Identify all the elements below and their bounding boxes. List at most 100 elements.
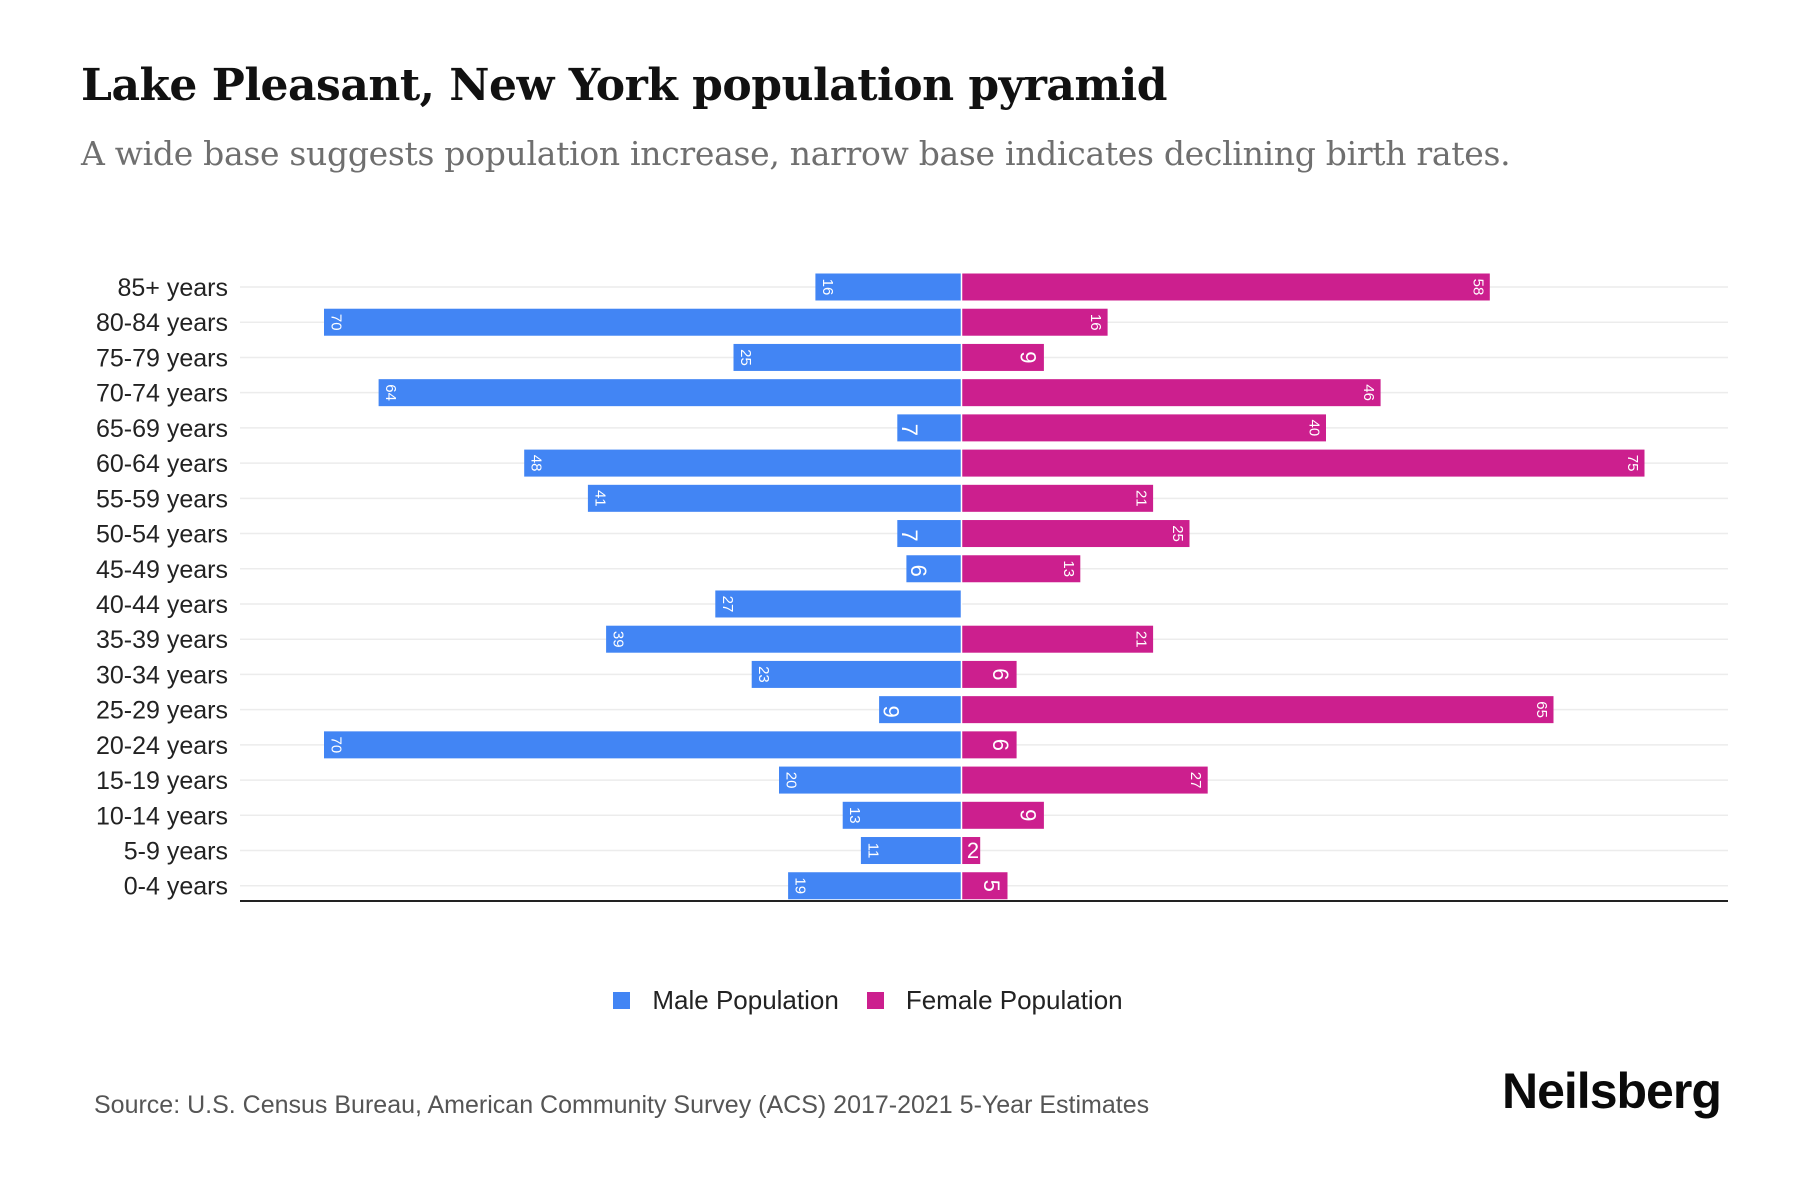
y-tick-label: 0-4 years [124,873,228,901]
female-bar [962,449,1645,477]
y-tick-label: 30-34 years [96,661,228,689]
y-tick-label: 70-74 years [96,380,228,408]
male-bar [788,872,961,900]
male-bar-label: 7 [897,529,922,541]
female-bar [962,872,1008,900]
male-bar [779,766,961,794]
female-bar-label: 2 [967,838,979,863]
female-bar-label: 13 [1060,560,1077,577]
legend-swatch-female [866,992,884,1009]
y-tick-label: 10-14 years [96,802,228,830]
female-bar-label: 40 [1306,420,1323,437]
female-bar-label: 6 [988,739,1013,751]
female-bar [962,731,1017,759]
male-bar-label: 20 [783,772,800,789]
female-bar-label: 27 [1187,772,1204,789]
female-bar-label: 58 [1469,279,1486,296]
chart-title: Lake Pleasant, New York population pyram… [81,60,1167,111]
male-bar [860,837,961,865]
male-bar [524,449,961,477]
male-bar-label: 11 [864,843,881,859]
y-tick-label: 80-84 years [96,309,228,337]
y-tick-label: 25-29 years [96,697,228,725]
female-bar-label: 75 [1624,455,1641,472]
legend-item-male[interactable]: Male Population [613,985,839,1016]
male-bar-label: 48 [528,455,545,472]
female-bar-label: 21 [1133,631,1150,648]
male-bar [378,379,962,407]
brand-logo: Neilsberg [1502,1063,1722,1119]
male-bar [897,520,961,548]
population-pyramid-chart: 85+ years 80-84 years 75-79 years 70-74 yea… [96,273,1728,902]
male-bar [324,308,961,336]
y-tick-label: 15-19 years [96,767,228,795]
female-bar [962,766,1208,794]
male-bar [715,590,961,618]
male-bar-label: 41 [591,490,608,507]
male-bar-label: 25 [737,349,754,366]
female-bar [962,625,1154,653]
male-bar-label: 19 [792,877,809,894]
female-bar [962,379,1381,407]
y-tick-label: 50-54 years [96,521,228,549]
male-bar-label: 23 [755,666,772,683]
male-bar [751,660,961,688]
male-bar [879,696,961,724]
legend-label-male: Male Population [652,985,839,1015]
chart-subtitle: A wide base suggests population increase… [81,134,1511,173]
male-bar-label: 70 [328,737,345,754]
y-tick-label: 55-59 years [96,485,228,513]
male-bar [733,343,961,371]
male-bar [842,801,961,829]
female-bar-label: 46 [1360,384,1377,401]
female-bar-label: 16 [1087,314,1104,331]
female-bar [962,520,1190,548]
legend: Male Population Female Population [0,985,1768,1016]
y-tick-label: 20-24 years [96,732,228,760]
male-bar-label: 70 [328,314,345,331]
y-tick-label: 35-39 years [96,626,228,654]
male-bar-label: 13 [846,807,863,824]
legend-label-female: Female Population [905,985,1123,1015]
male-bar-label: 9 [879,706,904,718]
female-bar-label: 65 [1533,701,1550,718]
female-bar [962,660,1017,688]
male-bar-label: 39 [610,631,627,648]
legend-item-female[interactable]: Female Population [866,985,1123,1016]
y-tick-label: 40-44 years [96,591,228,619]
male-bar-label: 64 [382,384,399,401]
male-bar [906,555,961,583]
female-bar [962,414,1326,442]
male-bar-label: 16 [819,279,836,296]
male-bar [897,414,961,442]
y-tick-label: 45-49 years [96,556,228,584]
female-bar-label: 21 [1133,490,1150,507]
source-note: Source: U.S. Census Bureau, American Com… [94,1091,1150,1119]
male-bar-label: 7 [897,424,922,436]
female-bar [962,555,1081,583]
y-tick-label: 85+ years [118,274,229,302]
female-bar [962,837,981,865]
y-tick-label: 5-9 years [124,838,228,866]
male-bar [815,273,961,301]
female-bar [962,484,1154,512]
female-bar-label: 9 [1015,809,1040,821]
female-bar [962,273,1490,301]
female-bar-label: 6 [988,668,1013,680]
male-bar [606,625,961,653]
female-bar [962,696,1554,724]
female-bar-label: 5 [979,880,1004,892]
female-bar [962,801,1044,829]
male-bar-label: 6 [906,565,931,577]
y-tick-label: 65-69 years [96,415,228,443]
male-bar-label: 27 [719,596,736,613]
female-bar-label: 25 [1169,525,1186,542]
male-bar [324,731,961,759]
male-bar [587,484,961,512]
female-bar [962,308,1108,336]
female-bar [962,343,1044,371]
female-bar-label: 9 [1015,351,1040,363]
y-tick-label: 75-79 years [96,344,228,372]
legend-swatch-male [613,992,631,1009]
y-tick-label: 60-64 years [96,450,228,478]
